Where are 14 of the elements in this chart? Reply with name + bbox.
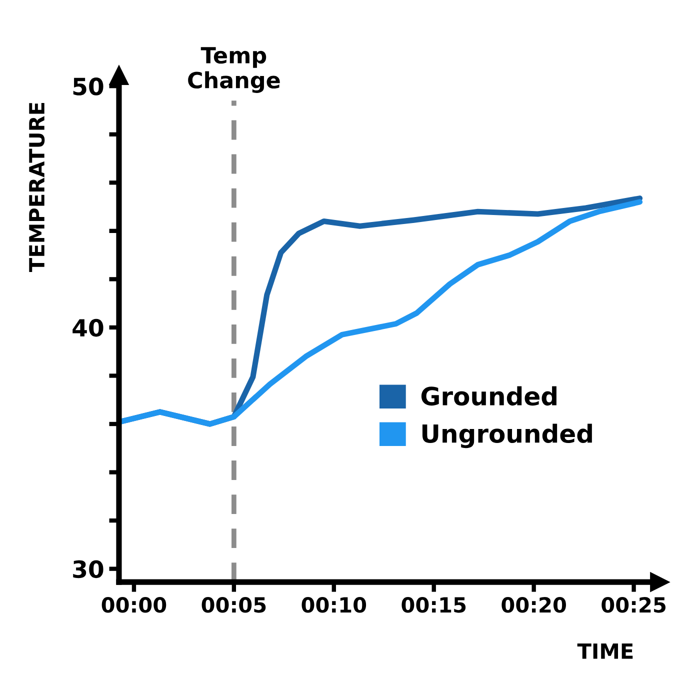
legend-label: Ungrounded	[422, 424, 592, 448]
x-tick-label: 00:05	[202, 597, 266, 613]
x-tick-label: 00:25	[602, 597, 666, 613]
x-tick-label: 00:20	[502, 597, 566, 613]
x-tick-label: 00:10	[302, 597, 366, 613]
x-tick-label: 00:15	[402, 597, 466, 613]
y-tick-label: 40	[72, 318, 104, 337]
y-axis-title: TEMPERATURE	[29, 102, 45, 272]
x-tick-label: 00:00	[102, 597, 166, 613]
y-tick-label: 50	[73, 78, 104, 96]
legend-label: Grounded	[421, 386, 556, 406]
x-axis-title: TIME	[577, 644, 633, 659]
ref-line-label: Temp Change	[188, 47, 280, 93]
y-tick-label: 30	[73, 560, 104, 578]
